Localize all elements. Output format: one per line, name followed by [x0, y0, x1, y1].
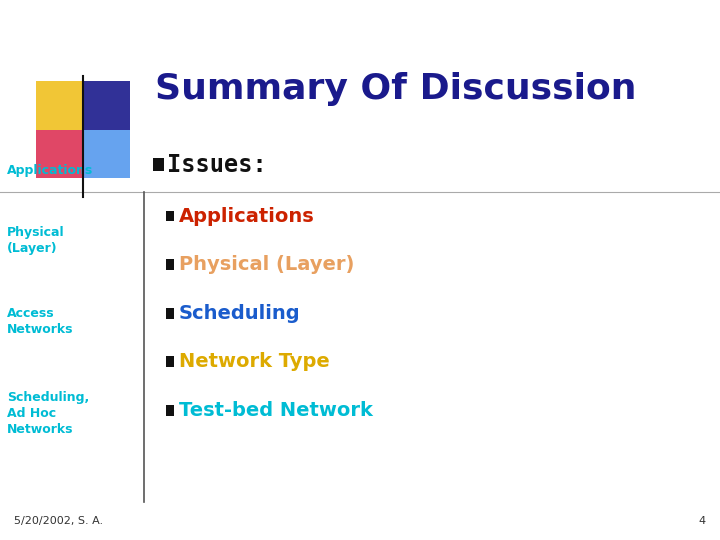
- Bar: [166, 211, 174, 221]
- Text: 5/20/2002, S. A.: 5/20/2002, S. A.: [14, 516, 104, 526]
- Bar: [83, 81, 130, 130]
- Bar: [166, 356, 174, 367]
- Text: Test-bed Network: Test-bed Network: [179, 401, 372, 420]
- Text: Applications: Applications: [179, 206, 315, 226]
- Bar: [166, 405, 174, 416]
- Text: Network Type: Network Type: [179, 352, 329, 372]
- Text: 4: 4: [698, 516, 706, 526]
- Bar: [36, 130, 83, 178]
- Text: Scheduling: Scheduling: [179, 303, 300, 323]
- Text: Applications: Applications: [7, 164, 94, 177]
- Text: Physical
(Layer): Physical (Layer): [7, 226, 65, 255]
- Text: Access
Networks: Access Networks: [7, 307, 73, 336]
- Bar: [36, 81, 83, 130]
- Text: Physical (Layer): Physical (Layer): [179, 255, 354, 274]
- Text: Scheduling,
Ad Hoc
Networks: Scheduling, Ad Hoc Networks: [7, 390, 89, 436]
- Bar: [83, 130, 130, 178]
- Text: Issues:: Issues:: [167, 153, 267, 177]
- Text: Summary Of Discussion: Summary Of Discussion: [155, 72, 636, 106]
- Bar: [153, 158, 164, 172]
- Bar: [166, 308, 174, 319]
- Bar: [166, 259, 174, 270]
